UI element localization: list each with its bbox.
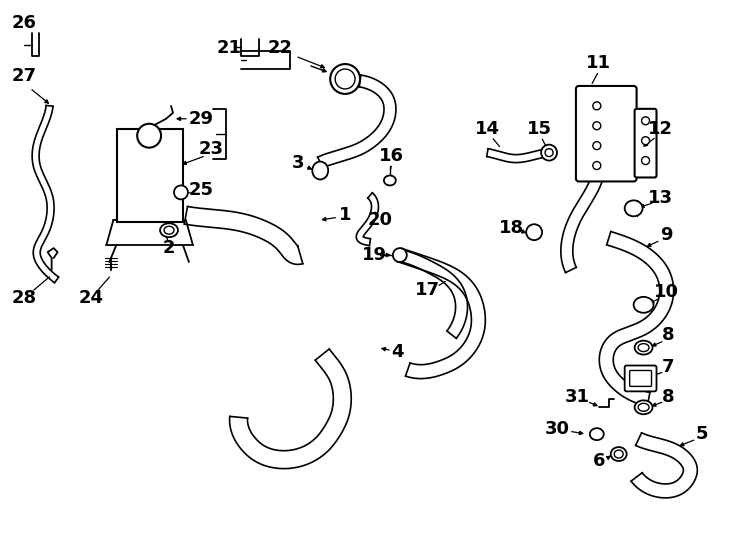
Text: 6: 6 bbox=[592, 452, 605, 470]
Text: 18: 18 bbox=[498, 219, 524, 237]
Circle shape bbox=[393, 248, 407, 262]
Text: 28: 28 bbox=[11, 289, 37, 307]
Circle shape bbox=[174, 185, 188, 199]
Ellipse shape bbox=[611, 447, 627, 461]
Text: 8: 8 bbox=[662, 326, 675, 343]
Circle shape bbox=[642, 157, 650, 165]
Circle shape bbox=[335, 69, 355, 89]
Text: 16: 16 bbox=[379, 146, 404, 165]
Text: 22: 22 bbox=[268, 39, 293, 57]
Ellipse shape bbox=[635, 400, 653, 414]
FancyBboxPatch shape bbox=[117, 129, 183, 222]
Text: 21: 21 bbox=[217, 39, 241, 57]
Text: 29: 29 bbox=[189, 110, 214, 128]
Ellipse shape bbox=[164, 226, 174, 234]
Circle shape bbox=[593, 161, 601, 170]
Ellipse shape bbox=[384, 176, 396, 185]
Text: 12: 12 bbox=[648, 120, 673, 138]
Text: 24: 24 bbox=[79, 289, 104, 307]
Text: 30: 30 bbox=[545, 420, 570, 438]
Text: 23: 23 bbox=[198, 140, 223, 158]
FancyBboxPatch shape bbox=[576, 86, 636, 181]
FancyBboxPatch shape bbox=[630, 370, 652, 387]
Text: 14: 14 bbox=[475, 120, 500, 138]
Text: 9: 9 bbox=[660, 226, 672, 244]
Circle shape bbox=[541, 145, 557, 160]
Ellipse shape bbox=[635, 341, 653, 355]
Circle shape bbox=[593, 102, 601, 110]
Text: 15: 15 bbox=[526, 120, 552, 138]
Ellipse shape bbox=[625, 200, 642, 217]
Circle shape bbox=[330, 64, 360, 94]
Text: 7: 7 bbox=[662, 359, 675, 376]
Text: 19: 19 bbox=[361, 246, 387, 264]
Ellipse shape bbox=[614, 450, 623, 458]
Ellipse shape bbox=[633, 297, 653, 313]
Text: 26: 26 bbox=[11, 14, 36, 32]
Ellipse shape bbox=[160, 223, 178, 237]
Circle shape bbox=[642, 137, 650, 145]
Ellipse shape bbox=[312, 161, 328, 179]
Text: 31: 31 bbox=[564, 388, 589, 406]
Circle shape bbox=[545, 148, 553, 157]
Text: 2: 2 bbox=[163, 239, 175, 257]
Circle shape bbox=[593, 141, 601, 150]
Circle shape bbox=[593, 122, 601, 130]
Text: 20: 20 bbox=[368, 211, 393, 230]
Text: 5: 5 bbox=[696, 425, 708, 443]
Text: 1: 1 bbox=[339, 206, 352, 224]
Text: 25: 25 bbox=[189, 181, 214, 199]
Circle shape bbox=[642, 117, 650, 125]
Text: 27: 27 bbox=[11, 67, 36, 85]
Ellipse shape bbox=[590, 428, 604, 440]
FancyBboxPatch shape bbox=[625, 366, 656, 392]
FancyBboxPatch shape bbox=[635, 109, 656, 178]
Text: 3: 3 bbox=[292, 153, 305, 172]
Text: 4: 4 bbox=[392, 342, 404, 361]
Ellipse shape bbox=[638, 403, 649, 411]
Circle shape bbox=[526, 224, 542, 240]
Text: 11: 11 bbox=[586, 54, 611, 72]
Text: 8: 8 bbox=[662, 388, 675, 406]
Text: 13: 13 bbox=[648, 190, 673, 207]
Circle shape bbox=[137, 124, 161, 147]
Text: 17: 17 bbox=[415, 281, 440, 299]
Ellipse shape bbox=[638, 343, 649, 352]
Text: 10: 10 bbox=[654, 283, 679, 301]
